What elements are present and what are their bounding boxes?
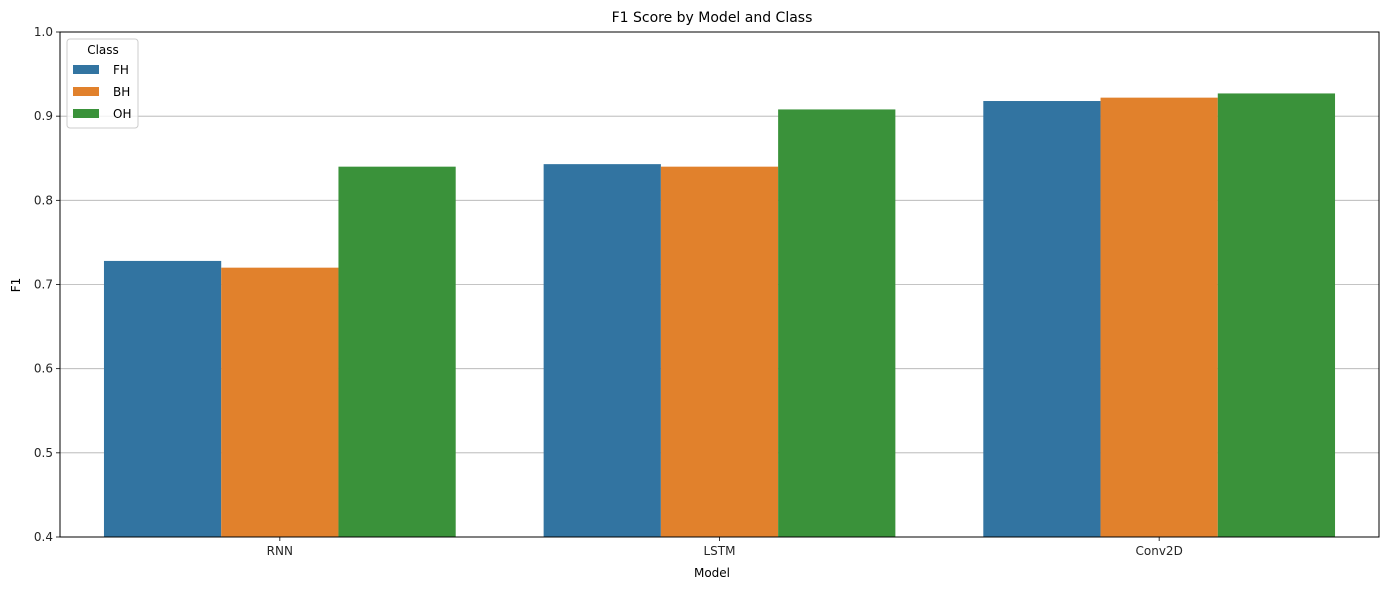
bar-fh-conv2d	[983, 101, 1101, 538]
bar-bh-rnn	[221, 267, 339, 537]
bar-bh-lstm	[660, 166, 779, 537]
y-tick-label: 0.9	[34, 109, 53, 123]
legend-label-oh: OH	[113, 107, 131, 121]
legend-label-fh: FH	[113, 63, 129, 77]
legend: Class FH BH OH	[66, 38, 139, 129]
x-axis-ticks: RNN LSTM Conv2D	[267, 537, 1183, 558]
bar-fh-rnn	[103, 260, 222, 537]
bar-bh-conv2d	[1100, 97, 1218, 538]
bar-oh-conv2d	[1217, 93, 1336, 538]
legend-title: Class	[87, 43, 119, 57]
legend-swatch-bh	[73, 87, 99, 96]
legend-swatch-fh	[73, 65, 99, 74]
bar-oh-lstm	[778, 109, 896, 537]
x-tick-label: LSTM	[704, 544, 736, 558]
y-axis-label: F1	[9, 278, 23, 293]
y-tick-label: 0.5	[34, 446, 53, 460]
y-axis-ticks: 0.4 0.5 0.6 0.7 0.8 0.9 1.0	[34, 25, 60, 544]
bar-fh-lstm	[543, 164, 661, 537]
bars	[103, 93, 1336, 538]
legend-swatch-oh	[73, 109, 99, 118]
bar-oh-rnn	[338, 166, 456, 537]
y-tick-label: 0.6	[34, 362, 53, 376]
y-tick-label: 0.4	[34, 530, 53, 544]
y-tick-label: 1.0	[34, 25, 53, 39]
x-tick-label: Conv2D	[1136, 544, 1183, 558]
y-tick-label: 0.8	[34, 193, 53, 207]
x-axis-label: Model	[694, 566, 730, 580]
legend-box	[66, 38, 139, 129]
chart-title: F1 Score by Model and Class	[612, 10, 813, 26]
legend-label-bh: BH	[113, 85, 130, 99]
x-tick-label: RNN	[267, 544, 293, 558]
y-tick-label: 0.7	[34, 278, 53, 292]
